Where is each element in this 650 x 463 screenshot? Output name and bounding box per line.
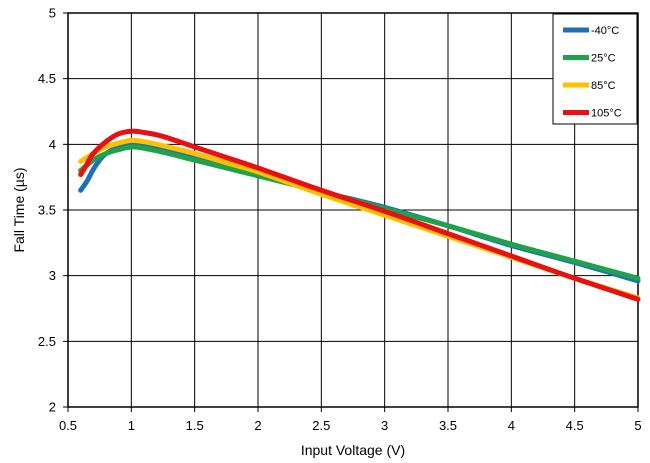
x-tick-label: 0.5 [59,418,77,433]
x-tick-label: 4.5 [566,418,584,433]
x-tick-label: 4 [508,418,515,433]
y-tick-label: 5 [49,6,56,21]
x-tick-label: 5 [634,418,641,433]
y-tick-label: 4 [49,137,56,152]
legend-label: -40°C [591,25,619,37]
legend-label: 25°C [591,53,616,65]
y-tick-label: 3 [49,268,56,283]
x-tick-label: 2 [254,418,261,433]
y-axis-title: Fall Time (µs) [11,167,27,252]
series-lines [78,128,641,302]
x-tick-label: 1 [128,418,135,433]
y-tick-label: 3.5 [38,203,56,218]
x-tick-label: 3 [381,418,388,433]
x-axis-title: Input Voltage (V) [301,442,405,458]
y-tick-label: 2 [49,400,56,415]
x-tick-label: 2.5 [312,418,330,433]
x-axis-ticks: 0.5 1 1.5 2 2.5 3 3.5 4 4.5 5 [59,407,642,433]
series-line-1 [78,144,641,281]
y-tick-label: 4.5 [38,71,56,86]
legend-label: 105°C [591,108,622,120]
y-axis-ticks: 2 2.5 3 3.5 4 4.5 5 [38,6,68,415]
series-line-3 [78,128,641,302]
legend: -40°C 25°C 85°C 105°C [552,13,638,125]
x-tick-label: 3.5 [439,418,457,433]
y-tick-label: 2.5 [38,334,56,349]
x-tick-label: 1.5 [186,418,204,433]
legend-label: 85°C [591,80,616,92]
